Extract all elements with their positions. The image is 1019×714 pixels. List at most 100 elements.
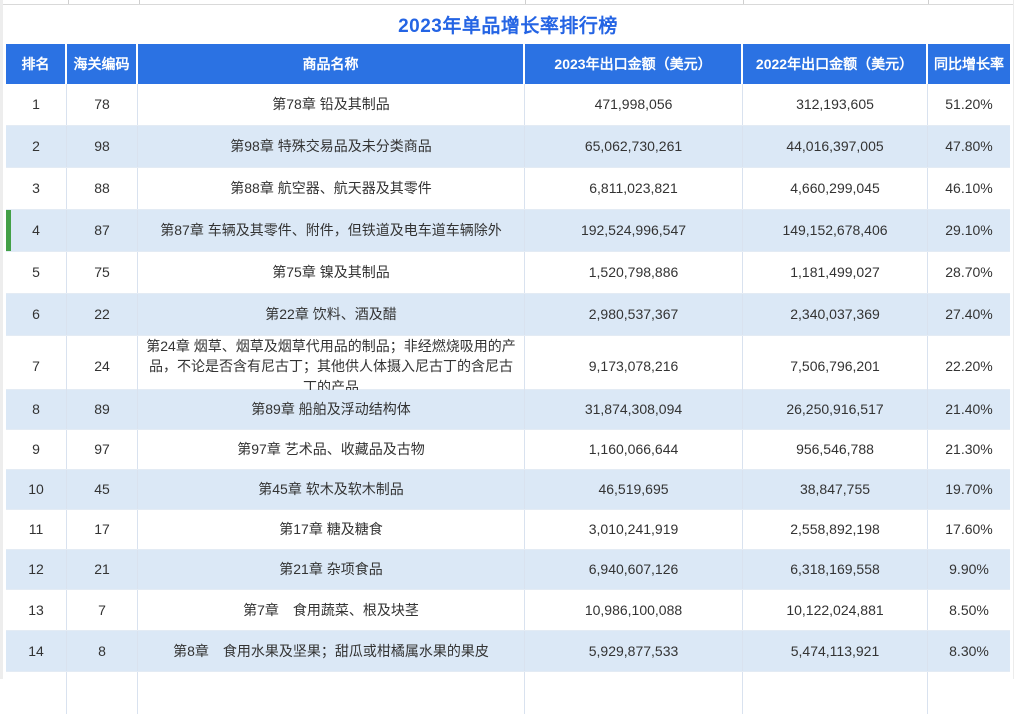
cell-export-2022[interactable]: 6,318,169,558 [743,550,928,589]
table-row[interactable]: 10 45 第45章 软木及软木制品 46,519,695 38,847,755… [6,470,1010,510]
column-header-growth[interactable]: 同比增长率 [934,56,1004,72]
cell-export-2022[interactable]: 2,340,037,369 [743,294,928,335]
cell-product-name[interactable]: 第78章 铅及其制品 [138,84,525,125]
cell-hs-code[interactable] [67,672,138,714]
cell-hs-code[interactable]: 87 [67,210,138,251]
cell-hs-code[interactable]: 78 [67,84,138,125]
cell-export-2022[interactable]: 1,181,499,027 [743,252,928,293]
cell-export-2022[interactable]: 149,152,678,406 [743,210,928,251]
column-header-export-2022[interactable]: 2022年出口金额（美元） [743,44,928,84]
cell-rank[interactable]: 3 [6,168,67,209]
cell-export-2023[interactable]: 471,998,056 [525,84,743,125]
cell-export-2023[interactable]: 31,874,308,094 [525,390,743,429]
table-row[interactable]: 1 78 第78章 铅及其制品 471,998,056 312,193,605 … [6,84,1010,126]
cell-rank[interactable]: 2 [6,126,67,167]
cell-growth-rate[interactable]: 46.10% [945,180,993,197]
cell-hs-code[interactable]: 45 [67,470,138,509]
cell-growth-rate[interactable]: 28.70% [945,264,993,281]
cell-rank[interactable]: 11 [6,510,67,549]
cell-export-2022[interactable]: 5,474,113,921 [743,631,928,671]
cell-growth-rate[interactable]: 47.80% [945,138,993,155]
cell-export-2023[interactable]: 9,173,078,216 [525,336,743,397]
cell-hs-code[interactable]: 24 [67,336,138,397]
table-row[interactable]: 11 17 第17章 糖及糖食 3,010,241,919 2,558,892,… [6,510,1010,550]
cell-export-2023[interactable]: 3,010,241,919 [525,510,743,549]
table-row[interactable]: 2 98 第98章 特殊交易品及未分类商品 65,062,730,261 44,… [6,126,1010,168]
cell-product-name[interactable]: 第89章 船舶及浮动结构体 [138,390,525,429]
cell-hs-code[interactable]: 88 [67,168,138,209]
cell-growth-rate[interactable]: 51.20% [945,96,993,113]
cell-export-2023[interactable]: 65,062,730,261 [525,126,743,167]
cell-hs-code[interactable]: 89 [67,390,138,429]
cell-product-name[interactable]: 第98章 特殊交易品及未分类商品 [138,126,525,167]
cell-product-name[interactable]: 第17章 糖及糖食 [138,510,525,549]
table-row[interactable]: 6 22 第22章 饮料、酒及醋 2,980,537,367 2,340,037… [6,294,1010,336]
cell-growth-rate[interactable] [928,672,1010,714]
cell-export-2022[interactable]: 7,506,796,201 [743,336,928,397]
cell-product-name[interactable]: 第45章 软木及软木制品 [138,470,525,509]
cell-hs-code[interactable]: 21 [67,550,138,589]
cell-export-2023[interactable]: 2,980,537,367 [525,294,743,335]
cell-export-2023[interactable]: 6,940,607,126 [525,550,743,589]
cell-rank[interactable]: 1 [6,84,67,125]
cell-rank[interactable]: 6 [6,294,67,335]
cell-export-2023[interactable]: 5,929,877,533 [525,631,743,671]
cell-growth-rate[interactable]: 29.10% [945,222,993,239]
table-row[interactable]: 7 24 第24章 烟草、烟草及烟草代用品的制品；非经燃烧吸用的产品，不论是否含… [6,336,1010,397]
column-header-export-2023[interactable]: 2023年出口金额（美元） [525,44,743,84]
column-header-product[interactable]: 商品名称 [138,44,525,84]
cell-export-2022[interactable]: 956,546,788 [743,430,928,469]
table-row[interactable]: 13 7 第7章 食用蔬菜、根及块茎 10,986,100,088 10,122… [6,590,1010,631]
cell-product-name[interactable]: 第97章 艺术品、收藏品及古物 [138,430,525,469]
cell-product-name[interactable]: 第8章 食用水果及坚果；甜瓜或柑橘属水果的果皮 [138,631,525,671]
cell-hs-code[interactable]: 97 [67,430,138,469]
cell-hs-code[interactable]: 17 [67,510,138,549]
cell-growth-rate[interactable]: 17.60% [945,521,993,538]
table-row[interactable]: 9 97 第97章 艺术品、收藏品及古物 1,160,066,644 956,5… [6,430,1010,470]
cell-export-2022[interactable]: 2,558,892,198 [743,510,928,549]
table-row[interactable]: 5 75 第75章 镍及其制品 1,520,798,886 1,181,499,… [6,252,1010,294]
cell-export-2023[interactable] [525,672,743,714]
table-row[interactable]: 14 8 第8章 食用水果及坚果；甜瓜或柑橘属水果的果皮 5,929,877,5… [6,631,1010,672]
cell-growth-rate[interactable]: 8.30% [949,642,989,659]
cell-hs-code[interactable]: 75 [67,252,138,293]
column-header-hs-code[interactable]: 海关编码 [67,44,138,84]
cell-product-name[interactable]: 第21章 杂项食品 [138,550,525,589]
cell-export-2022[interactable]: 44,016,397,005 [743,126,928,167]
cell-rank[interactable]: 4 [6,210,67,251]
cell-rank[interactable]: 8 [6,390,67,429]
cell-export-2023[interactable]: 6,811,023,821 [525,168,743,209]
cell-growth-rate[interactable]: 21.30% [945,441,993,458]
cell-hs-code[interactable]: 22 [67,294,138,335]
cell-product-name[interactable] [138,672,525,714]
cell-product-name[interactable]: 第22章 饮料、酒及醋 [138,294,525,335]
cell-product-name[interactable]: 第87章 车辆及其零件、附件，但铁道及电车道车辆除外 [138,210,525,251]
cell-hs-code[interactable]: 7 [67,590,138,630]
cell-rank[interactable]: 7 [6,336,67,397]
table-row[interactable]: 3 88 第88章 航空器、航天器及其零件 6,811,023,821 4,66… [6,168,1010,210]
cell-rank[interactable]: 13 [6,590,67,630]
cell-export-2023[interactable]: 192,524,996,547 [525,210,743,251]
cell-export-2023[interactable]: 1,520,798,886 [525,252,743,293]
cell-export-2022[interactable]: 10,122,024,881 [743,590,928,630]
cell-export-2022[interactable]: 312,193,605 [743,84,928,125]
cell-export-2023[interactable]: 46,519,695 [525,470,743,509]
cell-hs-code[interactable]: 98 [67,126,138,167]
table-row[interactable] [6,672,1010,714]
cell-export-2022[interactable]: 4,660,299,045 [743,168,928,209]
cell-growth-rate[interactable]: 22.20% [945,358,993,375]
cell-product-name[interactable]: 第7章 食用蔬菜、根及块茎 [138,590,525,630]
cell-rank[interactable]: 12 [6,550,67,589]
cell-growth-rate[interactable]: 21.40% [945,401,993,418]
cell-product-name[interactable]: 第75章 镍及其制品 [138,252,525,293]
table-row[interactable]: 4 87 第87章 车辆及其零件、附件，但铁道及电车道车辆除外 192,524,… [6,210,1010,252]
cell-growth-rate[interactable]: 8.50% [949,601,989,618]
cell-product-name[interactable]: 第24章 烟草、烟草及烟草代用品的制品；非经燃烧吸用的产品，不论是否含有尼古丁；… [138,336,525,397]
cell-rank[interactable]: 10 [6,470,67,509]
cell-export-2023[interactable]: 1,160,066,644 [525,430,743,469]
cell-rank[interactable]: 5 [6,252,67,293]
cell-growth-rate[interactable]: 19.70% [945,481,993,498]
cell-export-2022[interactable] [743,672,928,714]
cell-rank[interactable] [6,672,67,714]
table-row[interactable]: 12 21 第21章 杂项食品 6,940,607,126 6,318,169,… [6,550,1010,590]
